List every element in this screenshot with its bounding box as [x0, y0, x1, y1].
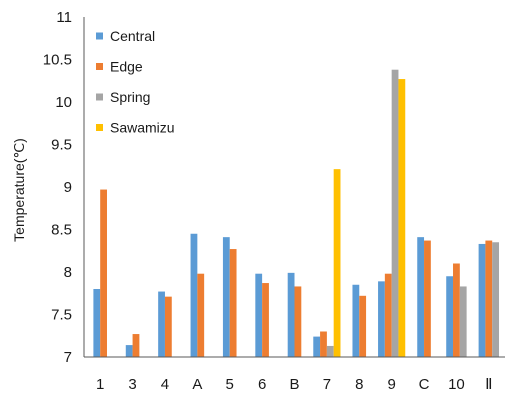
- bar-edge-1: [100, 189, 107, 357]
- bar-central-5: [222, 237, 230, 357]
- legend-swatch-spring: [96, 93, 103, 101]
- bar-spring-Ⅱ: [492, 242, 500, 357]
- x-tick-label: B: [289, 376, 299, 393]
- x-tick-label: 3: [128, 376, 136, 393]
- x-tick-label: C: [419, 376, 430, 393]
- bar-central-4: [158, 291, 165, 357]
- x-tick-label: Ⅱ: [485, 376, 492, 393]
- bar-edge-8: [359, 295, 367, 357]
- y-tick-label: 8.5: [51, 222, 72, 239]
- y-tick-label: 11: [56, 9, 72, 26]
- legend: Central Edge Spring Sawamizu: [96, 28, 175, 136]
- x-tick-label: 10: [448, 376, 465, 393]
- bar-edge-3: [132, 334, 140, 357]
- bar-edge-10: [453, 263, 460, 357]
- bar-sawamizu-9: [398, 79, 406, 358]
- bar-spring-7: [326, 345, 334, 357]
- bar-edge-Ⅱ: [485, 240, 493, 357]
- bar-edge-4: [164, 296, 172, 357]
- bar-central-A: [190, 233, 198, 357]
- bar-central-1: [93, 289, 101, 357]
- bar-central-3: [125, 345, 133, 357]
- x-tick-label: 1: [96, 376, 104, 393]
- x-tick-label: 9: [387, 376, 395, 393]
- x-tick-label: A: [192, 376, 202, 393]
- bar-central-9: [378, 281, 385, 357]
- bar-central-8: [352, 284, 360, 357]
- x-tick-label: 4: [161, 376, 169, 393]
- bar-edge-9: [384, 273, 392, 357]
- bar-edge-A: [197, 273, 205, 357]
- x-tick-label: 6: [258, 376, 266, 393]
- bar-sawamizu-7: [333, 169, 341, 357]
- x-tick-label: 8: [355, 376, 363, 393]
- legend-label-sawamizu: Sawamizu: [110, 120, 175, 136]
- legend-swatch-sawamizu: [96, 124, 103, 131]
- bar-edge-B: [294, 286, 302, 357]
- x-tick-label: 5: [226, 376, 234, 393]
- bar-spring-9: [391, 69, 399, 357]
- legend-swatch-central: [96, 32, 103, 40]
- y-tick-label: 10.5: [43, 52, 72, 69]
- bars-layer: [93, 69, 500, 358]
- legend-label-central: Central: [110, 28, 155, 44]
- legend-swatch-edge: [96, 63, 103, 70]
- y-tick-label: 7.5: [51, 307, 72, 324]
- legend-label-spring: Spring: [110, 89, 150, 105]
- bar-central-7: [313, 336, 321, 357]
- y-tick-label: 8: [64, 264, 72, 281]
- bar-central-6: [255, 273, 263, 357]
- bar-central-Ⅱ: [478, 243, 486, 357]
- y-tick-label: 9: [64, 179, 72, 196]
- bar-spring-10: [459, 286, 467, 357]
- bar-edge-6: [262, 283, 269, 357]
- bar-central-C: [417, 237, 425, 357]
- x-tick-label: 7: [323, 376, 331, 393]
- y-tick-label: 7: [64, 349, 72, 366]
- bar-edge-5: [229, 249, 237, 357]
- bar-edge-C: [424, 240, 431, 357]
- y-axis-title: Temperature(℃): [11, 138, 27, 242]
- bar-central-10: [446, 276, 454, 357]
- y-tick-label: 10: [55, 94, 72, 111]
- y-tick-label: 9.5: [51, 137, 72, 154]
- bar-central-B: [287, 272, 295, 357]
- legend-label-edge: Edge: [110, 59, 143, 75]
- bar-edge-7: [320, 331, 327, 357]
